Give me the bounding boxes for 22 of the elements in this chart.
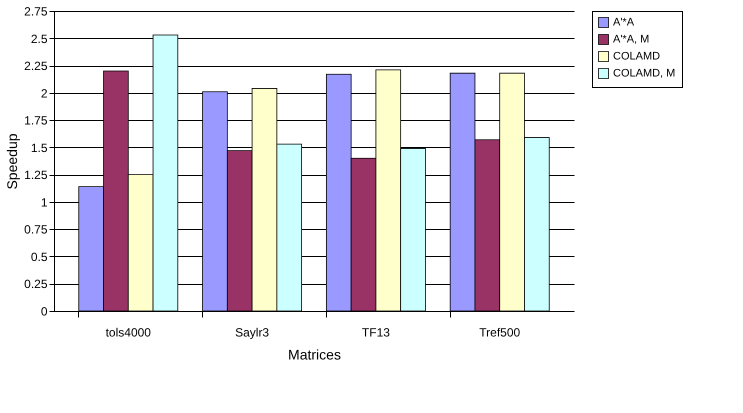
legend-label: COLAMD, M	[613, 68, 676, 80]
legend-label: A'*A, M	[613, 34, 650, 46]
y-tick-label: 2.75	[24, 4, 48, 18]
legend-label: COLAMD	[613, 50, 660, 62]
x-tick-label: Saylr3	[235, 326, 270, 340]
y-tick-label: 1	[40, 195, 48, 210]
y-tick-label: 1.5	[30, 140, 48, 155]
y-tick-label: 1.25	[24, 168, 48, 182]
x-axis-title: Matrices	[288, 346, 341, 362]
legend-label: A'*A	[613, 16, 635, 28]
y-tick-label: 0.75	[24, 222, 48, 237]
y-tick-label: 0.25	[24, 277, 48, 292]
y-tick-label: 2	[40, 86, 48, 100]
x-tick-label: tols4000	[106, 326, 152, 340]
y-tick-label: 0.5	[30, 250, 48, 264]
y-tick-label: 1.75	[24, 114, 48, 128]
x-tick-label: TF13	[362, 326, 390, 340]
y-tick-label: 0	[40, 304, 48, 318]
y-axis-title: Speedup	[4, 133, 20, 190]
y-tick-label: 2.5	[30, 32, 48, 46]
x-tick-label: Tref500	[479, 326, 520, 340]
y-tick-label: 2.25	[24, 59, 48, 74]
